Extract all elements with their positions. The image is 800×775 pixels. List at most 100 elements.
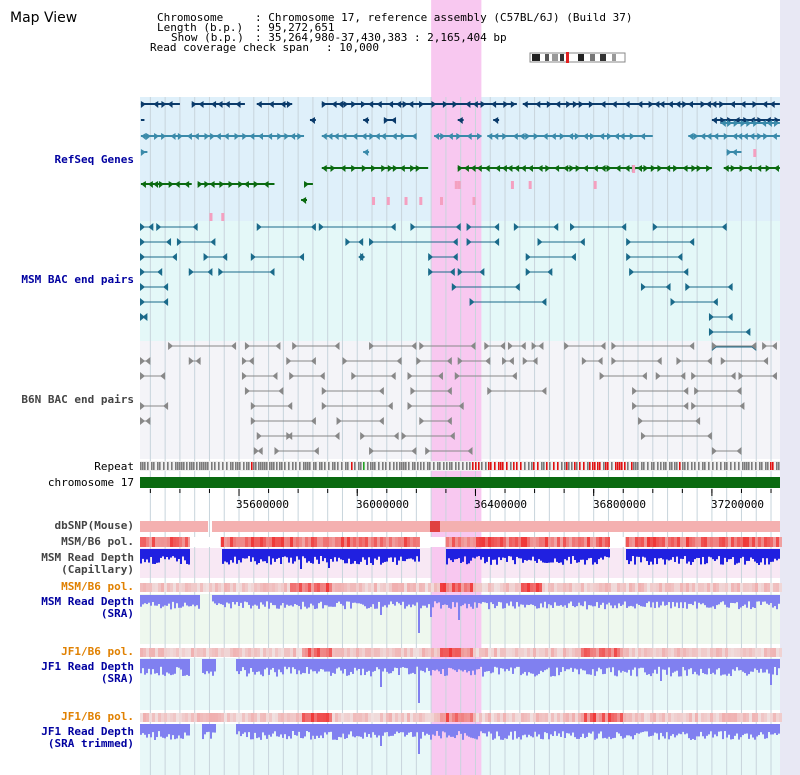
jf1-trimmed-depth-bar <box>424 724 426 736</box>
msm-capillary-depth-bar <box>718 549 720 557</box>
msm-capillary-depth-bar <box>140 549 142 564</box>
msm-sra-depth-bar <box>172 595 174 602</box>
jf1-trimmed-depth-bar <box>474 724 476 739</box>
jf1-b6-pol-cell <box>719 648 722 657</box>
bac-end-arrow <box>691 372 697 380</box>
msm-capillary-depth-bar <box>630 549 632 562</box>
bac-end-arrow <box>683 387 689 395</box>
jf1-trimmed-depth-bar <box>256 724 258 739</box>
jf1-b6-pol-2-cell <box>167 713 170 722</box>
jf1-sra-depth-bar <box>318 659 320 672</box>
bac-end-arrow <box>248 357 254 365</box>
jf1-sra-depth-bar <box>680 659 682 677</box>
msm-b6-pol-2-cell <box>545 583 548 592</box>
repeat-element <box>635 462 637 470</box>
msm-sra-depth-bar <box>264 595 266 607</box>
msm-capillary-depth-bar <box>668 549 670 561</box>
jf1-b6-pol-2-cell <box>533 713 536 722</box>
msm-b6-pol-2-cell <box>488 583 491 592</box>
repeat-element <box>694 462 696 470</box>
jf1-b6-pol-2-cell <box>422 713 425 722</box>
msm-capillary-depth-bar <box>320 549 322 557</box>
msm-capillary-depth-bar <box>180 549 182 564</box>
jf1-b6-pol-2-cell <box>356 713 359 722</box>
msm-b6-pol-2-cell <box>503 583 506 592</box>
msm-capillary-depth-bar <box>264 549 266 562</box>
jf1-sra-depth-bar <box>568 659 570 670</box>
msm-capillary-depth-bar <box>640 549 642 563</box>
msm-b6-pol-cell <box>509 537 512 547</box>
repeat-element <box>449 462 451 470</box>
jf1-sra-depth-bar <box>726 659 728 676</box>
msm-b6-pol-2-cell <box>731 583 734 592</box>
msm-b6-pol-2-cell <box>542 583 545 592</box>
msm-sra-depth-bar <box>678 595 680 609</box>
bac-end-arrow <box>449 432 455 440</box>
msm-capillary-depth-bar <box>578 549 580 563</box>
bac-end-arrow <box>547 268 553 276</box>
msm-b6-pol-2-cell <box>698 583 701 592</box>
jf1-b6-pol-cell <box>518 648 521 657</box>
msm-sra-depth-bar <box>460 595 462 607</box>
repeat-element <box>207 462 209 470</box>
bac-end-arrow <box>275 342 281 350</box>
jf1-b6-pol-2-cell <box>179 713 182 722</box>
jf1-trimmed-depth-bar <box>206 724 208 733</box>
msm-sra-depth-bar <box>252 595 254 606</box>
jf1-sra-depth-bar <box>444 659 446 676</box>
msm-b6-pol-cell <box>362 537 365 547</box>
jf1-b6-pol-cell <box>503 648 506 657</box>
msm-b6-pol-cell <box>341 537 344 547</box>
msm-b6-pol-cell <box>170 537 173 547</box>
msm-b6-pol-2-cell <box>740 583 743 592</box>
jf1-trimmed-depth-bar <box>704 724 706 739</box>
jf1-b6-pol-2-cell <box>191 713 194 722</box>
repeat-element <box>251 462 253 470</box>
msm-b6-pol-cell <box>335 537 338 547</box>
jf1-b6-pol-cell <box>446 648 449 657</box>
jf1-sra-depth-bar <box>236 659 238 672</box>
gene-exon <box>174 181 180 188</box>
bac-end-arrow <box>163 298 169 306</box>
jf1-b6-pol-cell <box>206 648 209 657</box>
msm-b6-pol-2-cell <box>239 583 242 592</box>
gene-exon <box>284 133 290 140</box>
repeat-element <box>414 462 416 470</box>
msm-sra-depth-bar <box>540 595 542 604</box>
jf1-trimmed-depth-bar <box>468 724 470 737</box>
gene-exon <box>391 117 397 124</box>
bac-end-arrow <box>351 372 357 380</box>
msm-capillary-depth-bar <box>454 549 456 560</box>
jf1-sra-depth-bar <box>662 659 664 670</box>
jf1-sra-depth-bar <box>578 659 580 675</box>
repeat-element <box>334 462 336 470</box>
bac-end-arrow <box>706 357 712 365</box>
jf1-sra-depth-bar <box>582 659 584 671</box>
jf1-trimmed-depth-bar <box>140 724 142 735</box>
gene-exon <box>159 181 165 188</box>
jf1-sra-depth-bar <box>576 659 578 670</box>
msm-b6-pol-2-cell <box>683 583 686 592</box>
msm-sra-depth-bar <box>170 595 172 610</box>
repeat-element <box>319 462 321 470</box>
jf1-trimmed-depth-bar <box>748 724 750 739</box>
jf1-sra-depth-bar <box>696 659 698 675</box>
gene-exon <box>640 133 646 140</box>
jf1-sra-depth-bar <box>544 659 546 671</box>
msm-sra-depth-bar <box>682 595 684 609</box>
jf1-sra-depth-bar <box>148 659 150 669</box>
gene-exon <box>263 181 269 188</box>
msm-sra-depth-bar <box>364 595 366 607</box>
bac-end-arrow <box>428 253 434 261</box>
jf1-trimmed-depth-bar <box>732 724 734 740</box>
msm-capillary-depth-bar <box>244 549 246 559</box>
jf1-sra-depth-bar <box>536 659 538 676</box>
msm-b6-pol-2-cell <box>689 583 692 592</box>
jf1-sra-depth-bar <box>522 659 524 674</box>
jf1-sra-depth-bar <box>552 659 554 676</box>
msm-capillary-depth-bar <box>572 549 574 557</box>
show-key: Show (b.p.) <box>171 31 244 44</box>
msm-capillary-depth-bar <box>274 549 276 562</box>
repeat-element <box>186 462 188 470</box>
